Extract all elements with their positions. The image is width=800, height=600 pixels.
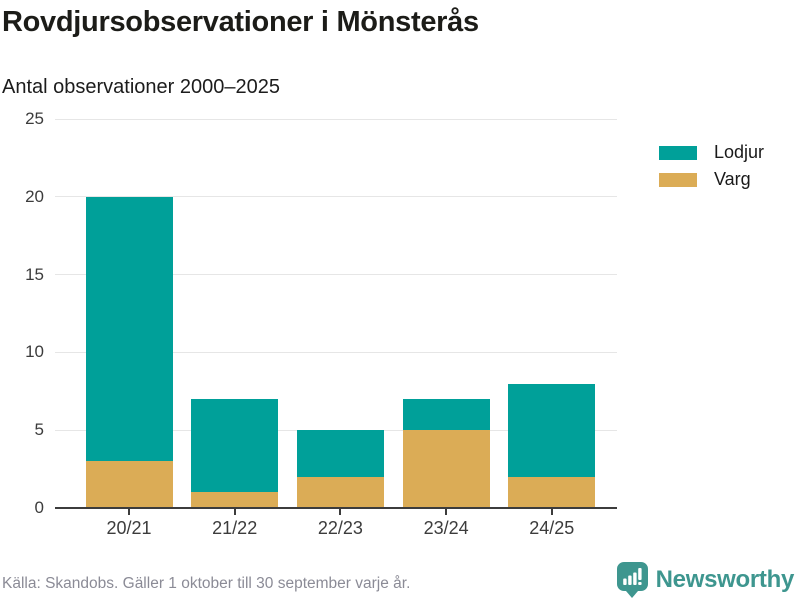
source-note: Källa: Skandobs. Gäller 1 oktober till 3… <box>2 575 411 592</box>
gridline-25 <box>55 118 617 120</box>
bar-24-25-lodjur <box>508 383 596 477</box>
legend-label-lodjur: Lodjur <box>714 142 765 162</box>
y-tick-label-5: 5 <box>34 420 44 440</box>
newsworthy-logo[interactable]: Newsworthy <box>616 561 794 598</box>
chart-title: Rovdjursobservationer i Mönsterås <box>2 6 479 38</box>
bar-23-24-lodjur <box>402 399 490 431</box>
x-tick-label-21-22: 21/22 <box>212 518 258 538</box>
bar-20-21-varg <box>85 461 173 508</box>
bar-22-23-varg <box>296 476 384 508</box>
x-tick-mark-21-22 <box>233 509 236 515</box>
plot-area: 0 5 10 15 20 25 20/21 21/22 22/23 23/24 24/25 <box>25 109 617 538</box>
gridline-15 <box>55 274 617 276</box>
y-tick-label-15: 15 <box>25 264 44 284</box>
x-tick-mark-24-25 <box>550 509 553 515</box>
y-tick-label-25: 25 <box>25 109 44 128</box>
legend: Lodjur Varg <box>659 139 764 193</box>
bar-23-24-varg <box>402 430 490 508</box>
x-tick-label-20-21: 20/21 <box>106 518 152 538</box>
x-axis-line <box>55 507 617 509</box>
legend-label-varg: Varg <box>714 169 751 189</box>
bar-20-21-lodjur <box>85 196 173 462</box>
bar-22-23-lodjur <box>296 430 384 477</box>
newsworthy-logo-icon <box>616 562 648 598</box>
legend-item-varg: Varg <box>659 166 764 193</box>
gridline-5 <box>55 429 617 431</box>
y-tick-label-0: 0 <box>34 498 44 517</box>
bar-24-25-varg <box>508 476 596 508</box>
chart-subtitle: Antal observationer 2000–2025 <box>2 76 280 98</box>
x-tick-mark-23-24 <box>445 509 448 515</box>
x-tick-mark-20-21 <box>128 509 130 515</box>
x-tick-mark-22-23 <box>339 509 342 515</box>
bar-21-22-lodjur <box>191 399 279 493</box>
legend-swatch-varg <box>659 172 697 187</box>
x-tick-label-23-24: 23/24 <box>423 518 469 538</box>
x-tick-label-22-23: 22/23 <box>317 518 363 538</box>
y-tick-label-20: 20 <box>25 186 44 206</box>
newsworthy-logo-text: Newsworthy <box>655 565 795 593</box>
bar-21-22-varg <box>191 492 279 508</box>
y-tick-label-10: 10 <box>25 342 44 362</box>
gridline-10 <box>55 351 617 353</box>
legend-item-lodjur: Lodjur <box>659 139 764 166</box>
x-tick-label-24-25: 24/25 <box>529 518 575 538</box>
legend-swatch-lodjur <box>659 145 697 160</box>
gridline-20 <box>55 196 617 198</box>
